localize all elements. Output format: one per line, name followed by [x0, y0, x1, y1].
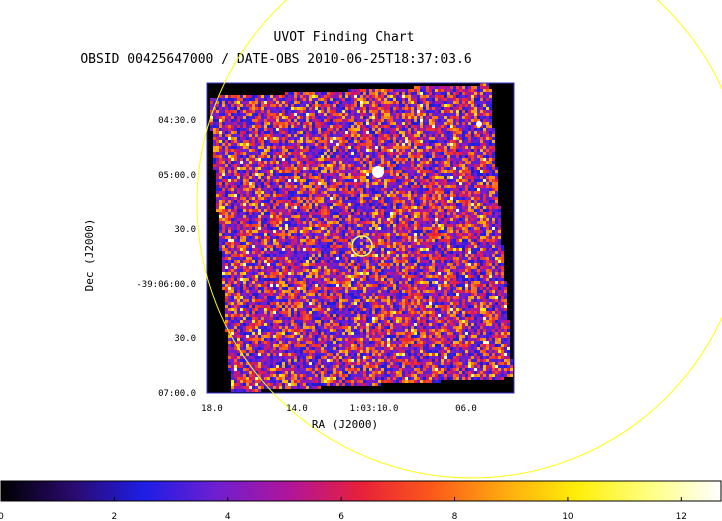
y-tick-label: 05:00.0 — [158, 171, 196, 181]
x-tick-label: 1:03:10.0 — [350, 404, 399, 414]
x-tick-label: 14.0 — [286, 404, 308, 414]
y-tick-label: -39:06:00.0 — [136, 280, 196, 290]
colorbar-tick-label: 12 — [676, 512, 687, 521]
colorbar-tick-label: 0 — [0, 512, 4, 521]
y-axis-label: Dec (J2000) — [83, 219, 96, 292]
colorbar-tick-label: 8 — [452, 512, 458, 521]
y-tick-label: 07:00.0 — [158, 389, 196, 399]
colorbar-ticks: 0 2 4 6 8 10 12 — [0, 497, 687, 521]
x-axis-ticks: 18.0 14.0 1:03:10.0 06.0 — [201, 404, 477, 414]
large-region-circle — [196, 0, 722, 479]
y-axis-ticks: 04:30.0 05:00.0 30.0 -39:06:00.0 30.0 07… — [136, 116, 196, 399]
y-tick-label: 04:30.0 — [158, 116, 196, 126]
y-tick-label: 30.0 — [174, 334, 196, 344]
x-tick-label: 06.0 — [455, 404, 477, 414]
image-panel — [206, 82, 515, 394]
bright-source — [372, 166, 384, 178]
colorbar-tick-label: 6 — [338, 512, 344, 521]
exposure-pixels — [210, 83, 513, 392]
colorbar-tick-label: 2 — [112, 512, 118, 521]
colorbar-tick-label: 10 — [562, 512, 574, 521]
colorbar: 0 2 4 6 8 10 12 — [0, 480, 722, 521]
x-axis-label: RA (J2000) — [312, 418, 378, 431]
x-tick-label: 18.0 — [201, 404, 223, 414]
chart-title: UVOT Finding Chart — [274, 30, 415, 45]
colorbar-tick-label: 4 — [225, 512, 231, 521]
bright-source — [476, 121, 482, 127]
colorbar-strip — [0, 480, 722, 502]
panel-frame — [206, 82, 515, 394]
source-region-circle — [351, 235, 373, 257]
chart-subtitle: OBSID 00425647000 / DATE-OBS 2010-06-25T… — [80, 52, 471, 67]
y-tick-label: 30.0 — [174, 225, 196, 235]
